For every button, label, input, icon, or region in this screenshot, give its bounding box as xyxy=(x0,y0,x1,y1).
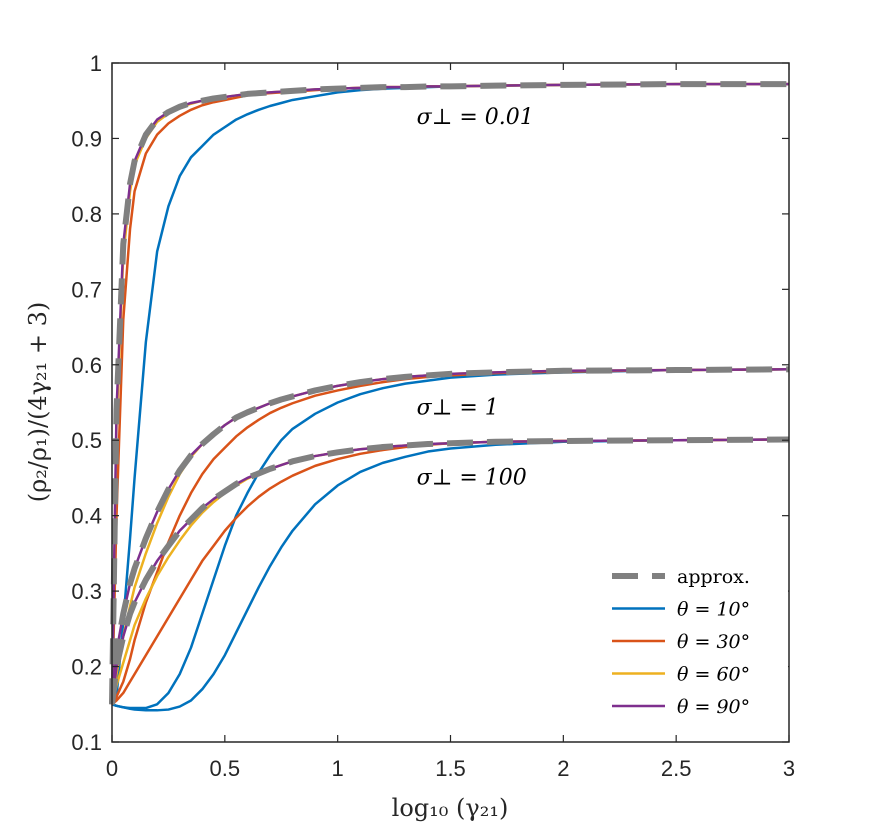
x-tick-label: 2.5 xyxy=(661,756,692,781)
legend-label-approx: approx. xyxy=(677,566,750,588)
y-tick-label: 0.7 xyxy=(71,277,102,302)
x-tick-label: 1.5 xyxy=(435,756,466,781)
y-tick-label: 1 xyxy=(90,51,102,76)
y-tick-label: 0.6 xyxy=(71,353,102,378)
y-tick-label: 0.1 xyxy=(71,730,102,755)
y-tick-label: 0.2 xyxy=(71,655,102,680)
tick-layer: 0 0.5 1 1.5 2 2.5 3 0.1 0.2 0.3 0.4 0.5 0.6 0.7 0.8 0.9… xyxy=(71,51,795,781)
x-axis-label: log₁₀ (γ₂₁) xyxy=(392,794,509,822)
series-line-approx-sigma-1 xyxy=(109,366,790,705)
annotation-layer: σ⊥ = 0.01 σ⊥ = 1 σ⊥ = 100 xyxy=(417,105,534,491)
x-tick-label: 1 xyxy=(332,756,344,781)
legend-label-theta-3: θ = 60° xyxy=(677,664,750,686)
x-tick-label: 0.5 xyxy=(210,756,241,781)
legend-label-theta-2: θ = 30° xyxy=(677,631,750,653)
x-tick-label: 0 xyxy=(106,756,118,781)
legend: approx. θ = 10° θ = 30° θ = 60° θ = 90° xyxy=(603,558,788,726)
y-tick-label: 0.3 xyxy=(71,579,102,604)
x-tick-label: 3 xyxy=(783,756,795,781)
y-tick-label: 0.8 xyxy=(71,202,102,227)
y-tick-label: 0.9 xyxy=(71,126,102,151)
series-line-theta-1-sigma-100 xyxy=(111,438,790,712)
legend-label-theta-1: θ = 10° xyxy=(677,599,750,621)
series-line-approx-sigma-0-01 xyxy=(109,81,789,705)
x-tick-label: 2 xyxy=(557,756,569,781)
series-line-theta-1-sigma-1 xyxy=(111,368,790,710)
sigma-annotation-3: σ⊥ = 100 xyxy=(417,465,527,490)
series-layer xyxy=(109,81,790,712)
series-line-approx-sigma-100 xyxy=(109,436,790,705)
y-tick-label: 0.5 xyxy=(71,428,102,453)
sigma-annotation-1: σ⊥ = 0.01 xyxy=(417,105,534,130)
legend-label-theta-4: θ = 90° xyxy=(677,696,750,718)
y-tick-label: 0.4 xyxy=(71,504,102,529)
sigma-annotation-2: σ⊥ = 1 xyxy=(417,395,499,420)
y-axis-label: (ρ₂/ρ₁)/(4γ₂₁ + 3) xyxy=(24,302,52,503)
